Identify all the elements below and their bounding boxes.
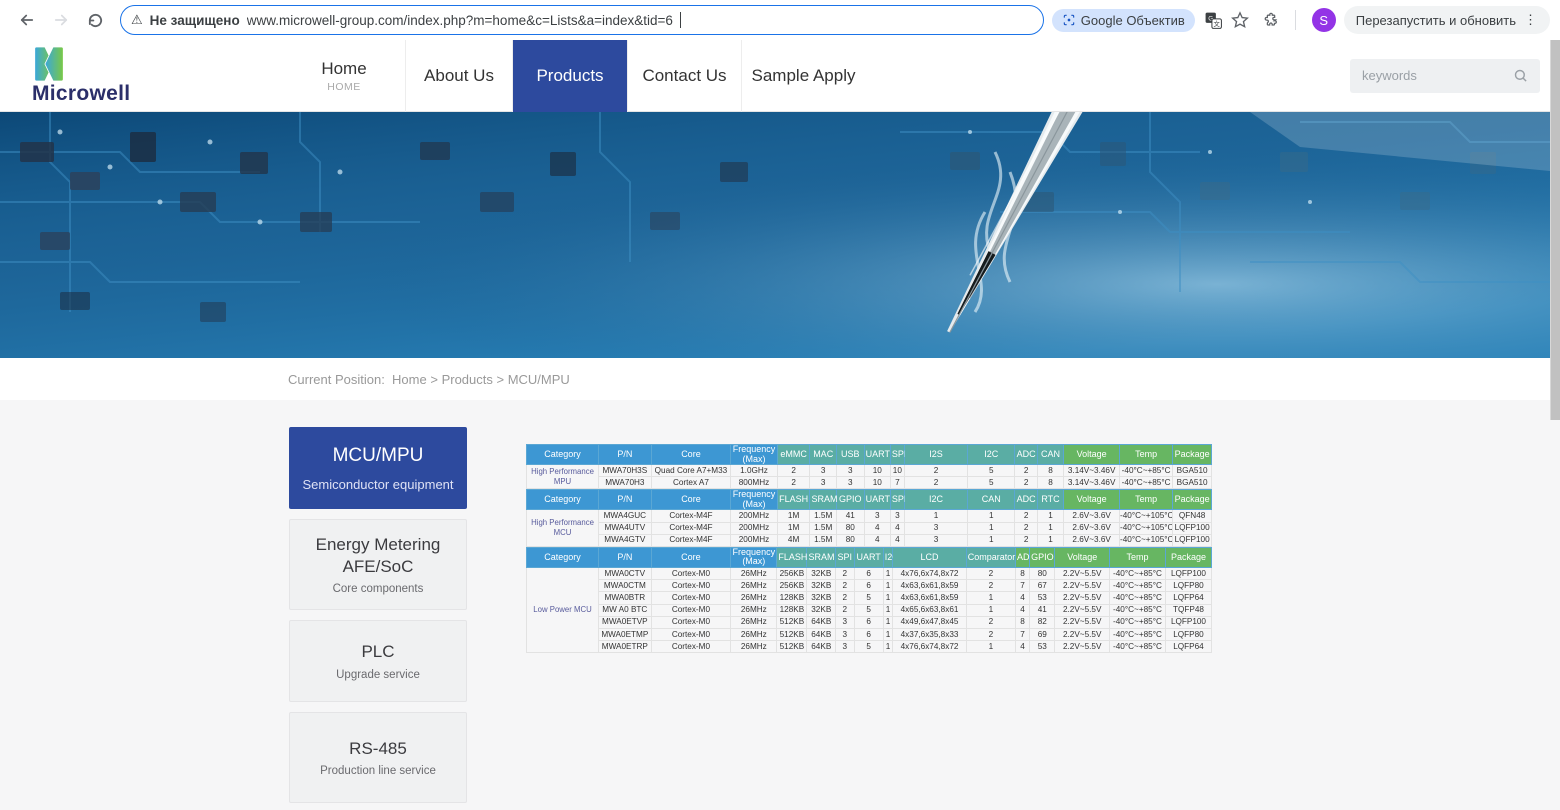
svg-text:文: 文 — [1214, 19, 1221, 28]
